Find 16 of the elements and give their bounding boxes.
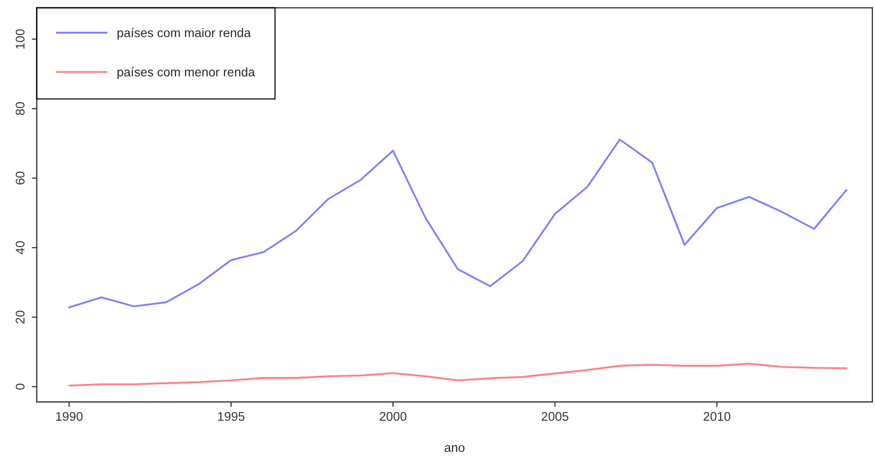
legend-label: países com menor renda: [118, 67, 256, 79]
legend-label: países com maior renda: [118, 28, 251, 40]
y-tick-label: 40: [16, 241, 25, 254]
x-tick-label: 2000: [380, 412, 406, 421]
x-tick-label: 2005: [542, 412, 568, 421]
y-tick-label: 0: [16, 384, 25, 390]
line-series: [68, 138, 848, 308]
y-tick-label: 20: [16, 310, 25, 324]
y-tick-label: 60: [16, 172, 25, 184]
x-axis-title: ano: [444, 445, 464, 452]
y-tick-label: 100: [16, 29, 25, 49]
x-tick-label: 1990: [56, 412, 83, 421]
x-tick-label: 2010: [704, 412, 730, 421]
y-tick-label: 80: [16, 102, 25, 116]
line-series: [68, 362, 848, 387]
x-tick-label: 1995: [218, 412, 244, 421]
